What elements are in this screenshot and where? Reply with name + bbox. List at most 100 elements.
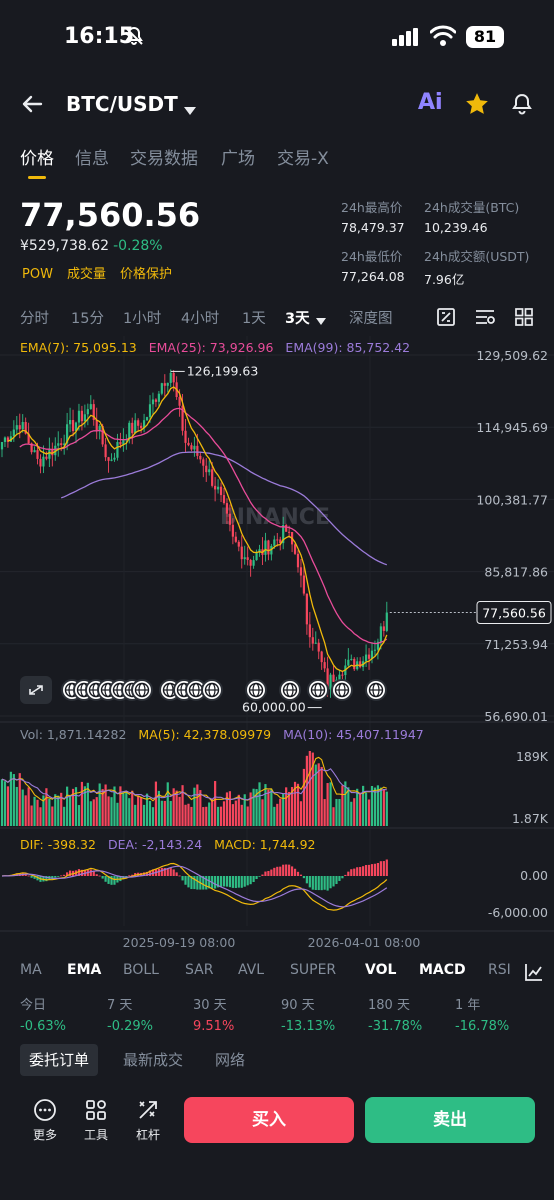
tab-latest-trades[interactable]: 最新成交 <box>123 1051 184 1069</box>
candle-body <box>282 525 285 544</box>
macd-bar <box>290 866 294 876</box>
chevron-down-icon[interactable] <box>184 100 196 119</box>
period-value: 9.51% <box>193 1019 235 1034</box>
vol-axis-label: 1.87K <box>512 811 549 826</box>
event-globe-icon[interactable] <box>331 679 353 701</box>
high-marker-label: 126,199.63 <box>187 363 259 378</box>
candle-body <box>110 459 113 461</box>
macd-bar <box>169 868 172 876</box>
interval-3d[interactable]: 3天 <box>285 311 310 327</box>
tag-price-protection[interactable]: 价格保护 <box>119 267 172 282</box>
indicator-settings-icon[interactable] <box>524 962 544 986</box>
tag-pow[interactable]: POW <box>22 267 53 282</box>
indicator-sar[interactable]: SAR <box>185 962 214 978</box>
event-globe-icon[interactable] <box>201 679 223 701</box>
indicator-boll[interactable]: BOLL <box>123 962 159 978</box>
candle-body <box>341 674 344 676</box>
tab-trade-data[interactable]: 交易数据 <box>130 149 198 169</box>
event-globe-icon[interactable] <box>307 679 329 701</box>
candle-body <box>379 626 382 642</box>
candle-body <box>107 457 110 461</box>
volume-bar <box>329 782 332 826</box>
sell-button[interactable]: 卖出 <box>365 1097 535 1143</box>
event-globe-icon[interactable] <box>131 679 153 701</box>
candle-body <box>166 382 169 386</box>
tab-network[interactable]: 网络 <box>215 1051 246 1069</box>
wifi-icon <box>429 25 457 51</box>
indicator-ema[interactable]: EMA <box>67 962 102 978</box>
volume-bar <box>364 792 368 826</box>
period-value: -0.29% <box>107 1019 153 1034</box>
volume-bar <box>261 799 264 826</box>
indicator-avl[interactable]: AVL <box>238 962 265 978</box>
leverage-button[interactable]: 杠杆 <box>126 1098 170 1143</box>
volume-bar <box>279 798 282 826</box>
volume-bar <box>30 805 33 826</box>
chart-settings-icon[interactable] <box>474 307 496 331</box>
candle-body <box>48 448 51 459</box>
volume-bar <box>267 789 270 826</box>
volume-bar <box>228 791 232 826</box>
candle-body <box>326 668 329 690</box>
candle-body <box>134 420 137 434</box>
favorite-star-icon[interactable] <box>464 91 490 121</box>
ema99-line <box>60 451 388 566</box>
buy-button[interactable]: 买入 <box>184 1097 354 1143</box>
candle-body <box>89 404 92 410</box>
candle-body <box>246 557 249 560</box>
macd-bar <box>51 876 54 880</box>
interval-timeline[interactable]: 分时 <box>20 311 49 327</box>
fullscreen-toggle-icon[interactable] <box>436 307 456 331</box>
leverage-label: 杠杆 <box>135 1128 160 1142</box>
volume-bar <box>350 801 353 826</box>
indicator-macd[interactable]: MACD <box>419 962 466 978</box>
macd-bar <box>252 876 255 882</box>
macd-bar <box>314 876 317 891</box>
interval-1h[interactable]: 1小时 <box>123 311 162 327</box>
candle-body <box>279 539 282 544</box>
macd-bar <box>338 876 341 881</box>
candle-body <box>140 425 143 429</box>
pair-title[interactable]: BTC/USDT <box>66 92 178 116</box>
volume-bar <box>290 787 294 826</box>
event-globe-icon[interactable] <box>279 679 301 701</box>
volume-bar <box>21 789 24 826</box>
macd-bar <box>148 870 152 876</box>
macd-bar <box>113 876 116 885</box>
macd-bar <box>335 876 338 885</box>
interval-15m[interactable]: 15分 <box>71 311 104 327</box>
indicator-vol[interactable]: VOL <box>365 962 397 978</box>
candle-body <box>237 541 240 547</box>
more-button[interactable]: 更多 <box>23 1098 67 1143</box>
event-globe-icon[interactable] <box>245 679 267 701</box>
volume-bar <box>288 791 291 826</box>
interval-depth[interactable]: 深度图 <box>349 311 393 327</box>
tab-open-orders[interactable]: 委托订单 <box>20 1044 99 1076</box>
macd-bar <box>163 868 166 876</box>
grid-layout-icon[interactable] <box>514 307 534 331</box>
notification-bell-icon[interactable] <box>510 92 534 120</box>
interval-1d[interactable]: 1天 <box>242 311 266 327</box>
interval-4h[interactable]: 4小时 <box>181 311 220 327</box>
candle-body <box>142 420 146 429</box>
indicator-super[interactable]: SUPER <box>290 962 337 978</box>
tools-button[interactable]: 工具 <box>74 1098 118 1143</box>
candle-body <box>77 410 81 423</box>
tab-square[interactable]: 广场 <box>221 149 255 169</box>
tab-info[interactable]: 信息 <box>75 149 109 169</box>
volume-bar <box>172 788 175 826</box>
price-chart[interactable]: BINANCE 126,199.63 60,000.00 77,560.56 129… <box>0 336 554 956</box>
y-tick-label: 71,253.94 <box>484 637 548 652</box>
interval-chevron-down-icon[interactable] <box>316 313 326 329</box>
indicator-ma[interactable]: MA <box>20 962 42 978</box>
tag-volume[interactable]: 成交量 <box>66 267 106 282</box>
indicator-rsi[interactable]: RSI <box>488 962 511 978</box>
event-globe-icon[interactable] <box>365 679 387 701</box>
ai-assistant-button[interactable]: Ai <box>418 90 443 115</box>
tab-trade-x[interactable]: 交易-X <box>277 149 329 169</box>
volume-bar <box>63 806 66 826</box>
stat-24h-turnover-usdt: 24h成交额(USDT) 7.96亿 <box>424 246 529 288</box>
tab-price[interactable]: 价格 <box>20 149 54 169</box>
back-arrow-icon[interactable] <box>20 92 44 120</box>
expand-chart-button[interactable] <box>20 676 52 704</box>
